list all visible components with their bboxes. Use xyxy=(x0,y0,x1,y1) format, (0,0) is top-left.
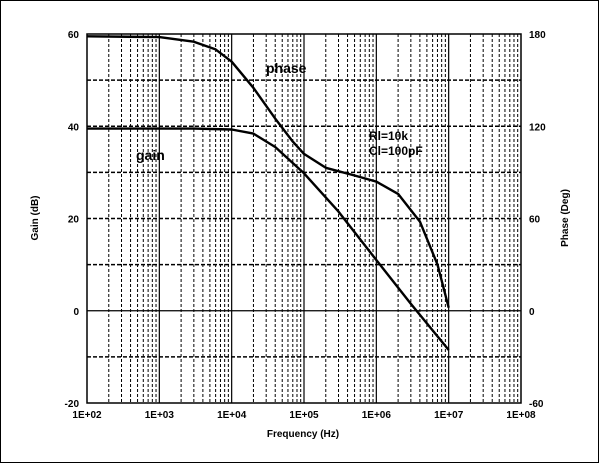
series-layer xyxy=(86,35,450,351)
y-tick-label-right: 120 xyxy=(529,122,546,133)
x-tick-label: 1E+08 xyxy=(506,410,536,421)
tick-layer: 1E+02 1E+03 1E+04 1E+05 1E+06 1E+07 1E+08 60 40 2… xyxy=(65,30,547,421)
gain-annotation: gain xyxy=(136,147,165,163)
gain-line xyxy=(87,127,450,351)
y-tick-label-left: 60 xyxy=(68,30,80,41)
y-tick-label-left: -20 xyxy=(65,399,80,410)
cl-annotation: Cl=100pF xyxy=(369,144,423,158)
x-tick-label: 1E+03 xyxy=(145,410,175,421)
phase-annotation: phase xyxy=(266,60,307,76)
x-axis-label: Frequency (Hz) xyxy=(267,429,339,440)
x-tick-label: 1E+05 xyxy=(289,410,319,421)
x-tick-label: 1E+02 xyxy=(72,410,102,421)
y-tick-label-right: -60 xyxy=(529,399,544,410)
y-axis-label-left: Gain (dB) xyxy=(30,196,41,241)
x-tick-label: 1E+04 xyxy=(217,410,247,421)
x-tick-label: 1E+07 xyxy=(434,410,464,421)
x-tick-label: 1E+06 xyxy=(362,410,392,421)
y-tick-label-right: 0 xyxy=(529,307,535,318)
y-tick-label-right: 60 xyxy=(529,215,541,226)
y-tick-label-right: 180 xyxy=(529,30,546,41)
plot-area xyxy=(86,33,522,404)
phase-line xyxy=(86,35,450,309)
y-tick-label-left: 40 xyxy=(68,122,80,133)
y-tick-label-left: 0 xyxy=(73,307,79,318)
y-axis-label-right: Phase (Deg) xyxy=(560,189,571,247)
rl-annotation: Rl=10k xyxy=(369,129,408,143)
grid-layer xyxy=(87,34,521,403)
y-tick-label-left: 20 xyxy=(68,215,80,226)
